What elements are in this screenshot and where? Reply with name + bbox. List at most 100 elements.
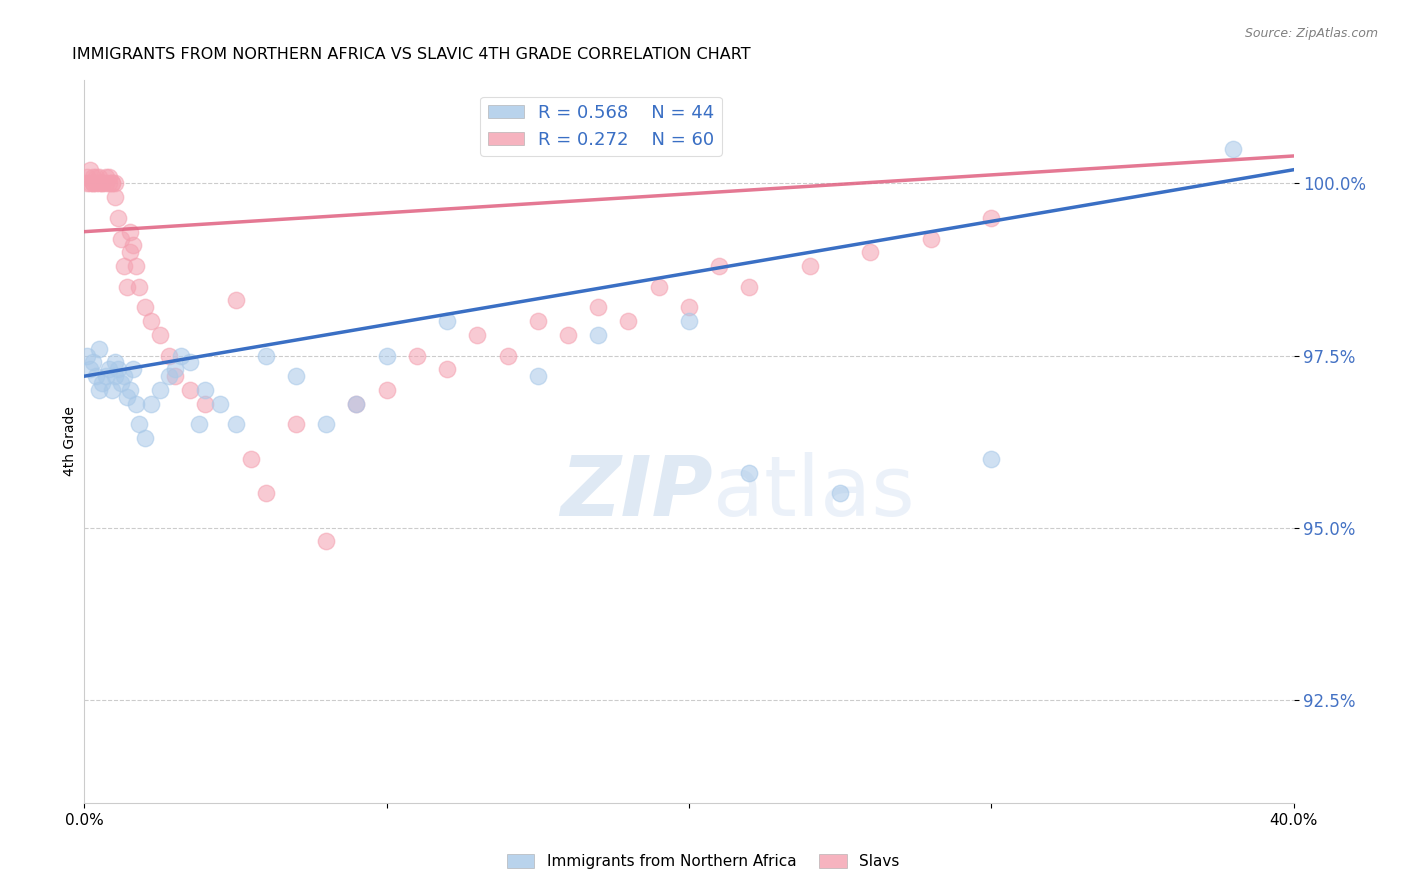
Point	[125, 397, 148, 411]
Point	[139, 397, 162, 411]
Point	[648, 279, 671, 293]
Point	[89, 169, 111, 184]
Point	[920, 231, 942, 245]
Point	[588, 327, 610, 342]
Point	[738, 466, 761, 480]
Point	[678, 301, 700, 315]
Point	[82, 177, 104, 191]
Point	[165, 369, 187, 384]
Point	[121, 238, 143, 252]
Point	[91, 376, 114, 390]
Point	[588, 301, 610, 315]
Point	[97, 169, 120, 184]
Point	[76, 177, 98, 191]
Point	[79, 177, 101, 191]
Point	[375, 349, 398, 363]
Point	[79, 362, 101, 376]
Point	[91, 177, 114, 191]
Point	[94, 169, 117, 184]
Point	[239, 451, 262, 466]
Point	[97, 177, 120, 191]
Point	[496, 349, 519, 363]
Point	[315, 417, 337, 432]
Point	[225, 293, 247, 308]
Point	[82, 177, 104, 191]
Point	[100, 383, 122, 397]
Point	[89, 177, 111, 191]
Point	[254, 349, 277, 363]
Point	[104, 355, 127, 369]
Point	[118, 383, 141, 397]
Point	[76, 349, 98, 363]
Point	[527, 314, 550, 328]
Point	[128, 417, 150, 432]
Point	[110, 376, 132, 390]
Point	[157, 349, 180, 363]
Point	[121, 362, 143, 376]
Point	[709, 259, 731, 273]
Point	[157, 369, 180, 384]
Point	[194, 383, 217, 397]
Point	[467, 327, 489, 342]
Point	[128, 279, 150, 293]
Point	[110, 231, 132, 245]
Text: atlas: atlas	[713, 451, 915, 533]
Point	[82, 355, 104, 369]
Point	[346, 397, 368, 411]
Text: ZIP: ZIP	[561, 451, 713, 533]
Point	[89, 383, 111, 397]
Point	[134, 301, 156, 315]
Point	[149, 327, 172, 342]
Legend: R = 0.568    N = 44, R = 0.272    N = 60: R = 0.568 N = 44, R = 0.272 N = 60	[481, 96, 721, 156]
Point	[436, 314, 458, 328]
Legend: Immigrants from Northern Africa, Slavs: Immigrants from Northern Africa, Slavs	[501, 848, 905, 875]
Point	[315, 534, 337, 549]
Point	[799, 259, 821, 273]
Point	[436, 362, 458, 376]
Point	[118, 245, 141, 260]
Point	[134, 431, 156, 445]
Point	[1222, 142, 1244, 156]
Point	[859, 245, 882, 260]
Point	[82, 169, 104, 184]
Point	[100, 177, 122, 191]
Point	[830, 486, 852, 500]
Point	[104, 190, 127, 204]
Point	[107, 211, 129, 225]
Point	[194, 397, 217, 411]
Point	[980, 451, 1002, 466]
Point	[254, 486, 277, 500]
Point	[76, 169, 98, 184]
Y-axis label: 4th Grade: 4th Grade	[63, 407, 77, 476]
Point	[678, 314, 700, 328]
Point	[738, 279, 761, 293]
Point	[557, 327, 579, 342]
Point	[346, 397, 368, 411]
Point	[527, 369, 550, 384]
Point	[285, 417, 308, 432]
Point	[79, 162, 101, 177]
Text: IMMIGRANTS FROM NORTHERN AFRICA VS SLAVIC 4TH GRADE CORRELATION CHART: IMMIGRANTS FROM NORTHERN AFRICA VS SLAVI…	[72, 47, 751, 62]
Point	[115, 279, 138, 293]
Point	[104, 369, 127, 384]
Point	[170, 349, 193, 363]
Point	[86, 177, 108, 191]
Point	[112, 259, 135, 273]
Point	[285, 369, 308, 384]
Point	[86, 369, 108, 384]
Point	[179, 355, 201, 369]
Point	[97, 362, 120, 376]
Point	[115, 390, 138, 404]
Point	[94, 369, 117, 384]
Text: Source: ZipAtlas.com: Source: ZipAtlas.com	[1244, 27, 1378, 40]
Point	[91, 177, 114, 191]
Point	[139, 314, 162, 328]
Point	[86, 169, 108, 184]
Point	[118, 225, 141, 239]
Point	[188, 417, 211, 432]
Point	[406, 349, 429, 363]
Point	[94, 177, 117, 191]
Point	[617, 314, 640, 328]
Point	[112, 369, 135, 384]
Point	[225, 417, 247, 432]
